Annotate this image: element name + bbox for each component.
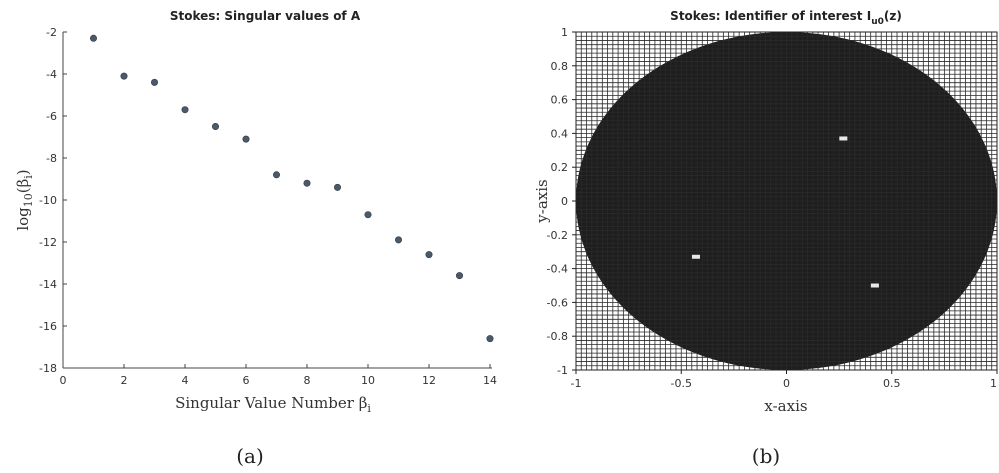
chart-a-x-tick-label: 6 [243,374,250,387]
chart-b-y-tick-label: 0 [561,195,568,208]
chart-b-x-tick-label: -1 [571,377,582,390]
chart-a-point [212,123,220,131]
caption-b: (b) [752,444,780,468]
chart-a-y-tick-label: -12 [39,236,57,249]
chart-b-x-tick-label: 0 [783,377,790,390]
chart-a-x-tick-label: 2 [121,374,128,387]
chart-b-y-label: y-axis [533,179,551,223]
chart-a-y-ticks: -2 -4 -6 -8 -10 -12 -14 -16 -18 [39,26,67,375]
panel-a-scatter: Stokes: Singular values of A 0 2 4 6 8 10 12 14… [14,9,497,468]
chart-a-point [425,251,433,259]
chart-b-bright-spot [839,136,848,141]
chart-a-x-tick-label: 12 [422,374,436,387]
chart-b-x-tick-label: -0.5 [671,377,692,390]
chart-a-title: Stokes: Singular values of A [170,9,361,23]
chart-a-point [455,272,463,280]
chart-b-y-tick-label: 1 [561,26,568,39]
chart-b-bright-spot [691,254,700,259]
chart-a-x-label: Singular Value Number βi [175,394,371,415]
chart-b-bright-spot [870,283,879,288]
chart-a-y-tick-label: -10 [39,194,57,207]
chart-b-y-tick-label: -0.2 [547,229,568,242]
chart-b-bright-spots [691,136,879,288]
chart-a-point [303,179,311,187]
chart-b-x-label: x-axis [764,397,807,415]
chart-b-y-tick-label: 0.6 [551,94,569,107]
chart-a-point [151,78,159,86]
chart-a-y-tick-label: -2 [46,26,57,39]
chart-b-y-tick-label: -0.8 [547,330,568,343]
chart-b-x-ticks: -1 -0.5 0 0.5 1 [571,370,998,390]
chart-b-x-tick-label: 0.5 [883,377,901,390]
chart-a-y-tick-label: -14 [39,278,57,291]
chart-a-point [120,72,128,80]
chart-a-x-tick-label: 8 [304,374,311,387]
panel-b-heatmap: Stokes: Identifier of interest Iu0(z) -1… [533,9,998,468]
chart-a-x-ticks: 0 2 4 6 8 10 12 14 [60,364,497,387]
chart-a-x-tick-label: 14 [483,374,497,387]
chart-a-point [486,335,494,343]
chart-b-grid [576,32,997,370]
chart-a-point [333,183,341,191]
chart-a-y-tick-label: -4 [46,68,57,81]
chart-a-y-tick-label: -16 [39,320,57,333]
chart-a-y-label: log10(βi) [14,169,35,230]
chart-a-point [364,211,372,219]
chart-a-point [272,171,280,179]
chart-b-y-tick-label: 0.8 [551,60,569,73]
chart-b-y-tick-label: 0.2 [551,161,569,174]
chart-a-point [90,34,98,42]
chart-a-point [242,135,250,143]
chart-b-y-tick-label: -0.6 [547,296,568,309]
chart-b-y-tick-label: -0.4 [547,263,568,276]
chart-b-title: Stokes: Identifier of interest Iu0(z) [670,9,902,27]
chart-a-x-tick-label: 0 [60,374,67,387]
chart-b-y-ticks: 1 0.8 0.6 0.4 0.2 0 -0.2 -0.4 -0.6 -0.8 -1 [547,26,576,377]
chart-a-y-tick-label: -6 [46,110,57,123]
chart-a-y-tick-label: -8 [46,152,57,165]
chart-b-y-tick-label: -1 [557,364,568,377]
caption-a: (a) [236,444,264,468]
chart-b-x-tick-label: 1 [990,377,997,390]
chart-b-y-tick-label: 0.4 [551,127,569,140]
chart-a-y-tick-label: -18 [39,362,57,375]
chart-a-x-tick-label: 4 [182,374,189,387]
chart-a-x-tick-label: 10 [361,374,375,387]
chart-a-point [394,236,402,244]
chart-a-points [90,34,494,343]
chart-a-point [181,106,189,114]
